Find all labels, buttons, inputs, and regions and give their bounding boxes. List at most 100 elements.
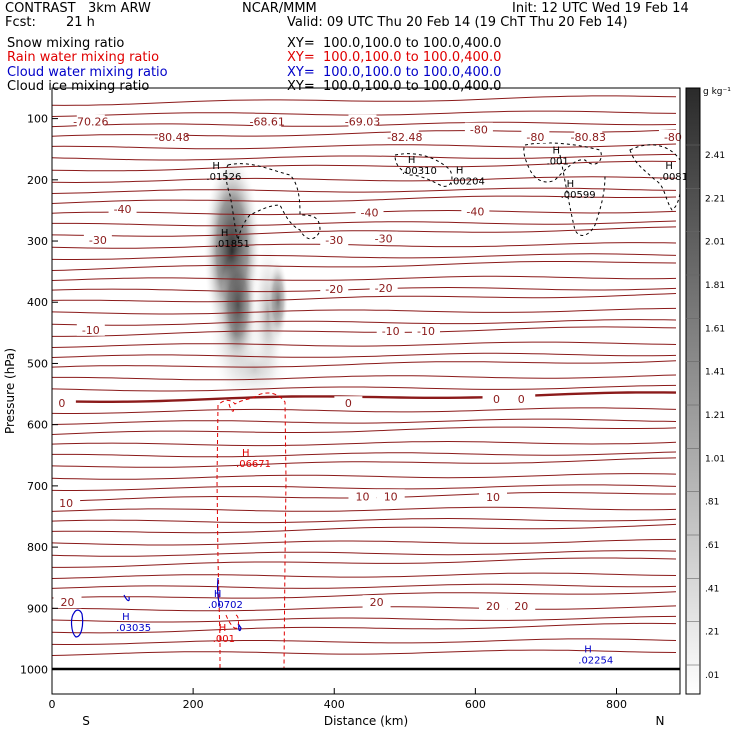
isotherm-line bbox=[52, 622, 677, 634]
contour-label-bg bbox=[76, 114, 105, 128]
field-cloudwater-xy: XY= 100.0,100.0 to 100.0,400.0 bbox=[287, 65, 502, 80]
cloud-ice-contours bbox=[225, 142, 680, 241]
contour-label-bg bbox=[574, 129, 603, 143]
field-cloudice-xy: XY= 100.0,100.0 to 100.0,400.0 bbox=[287, 79, 502, 94]
isotherm-line bbox=[52, 523, 677, 534]
temperature-contour-label: 0 bbox=[345, 397, 352, 410]
temperature-contour-label: 20 bbox=[61, 596, 75, 609]
field-cloudwater-name: Cloud water mixing ratio bbox=[7, 65, 168, 80]
y-tick-label: 600 bbox=[27, 419, 48, 432]
isotherm-line bbox=[52, 615, 677, 623]
isotherm-line bbox=[52, 176, 677, 184]
isotherm-line bbox=[52, 451, 677, 458]
high-value-label: .001 bbox=[213, 634, 235, 645]
contour-label-bg bbox=[376, 489, 405, 503]
temperature-contour-label: -80.48 bbox=[154, 131, 189, 144]
high-value-label: .02254 bbox=[578, 655, 613, 666]
chart-title: CONTRAST 3km ARW bbox=[5, 1, 151, 16]
high-value-label: .00702 bbox=[208, 600, 243, 611]
high-value-label: .03035 bbox=[116, 623, 151, 634]
contour-label-bg bbox=[157, 129, 186, 143]
temperature-contour-label: 20 bbox=[486, 600, 500, 613]
contour-label-bg bbox=[461, 204, 490, 218]
isotherm-line bbox=[52, 195, 677, 204]
colorbar: 2.41 2.21 2.01 1.81 1.61 1.41 1.21 1.01 .81 .61 .4… bbox=[685, 87, 725, 695]
isotherm-line bbox=[52, 275, 677, 281]
contour-label-bg bbox=[320, 232, 349, 246]
isotherm-line bbox=[52, 391, 677, 403]
colorbar-label: 1.01 bbox=[705, 454, 725, 464]
high-marker: H bbox=[567, 179, 575, 190]
contour-label-bg bbox=[320, 281, 349, 295]
temperature-contour-label: 10 bbox=[355, 490, 369, 503]
isotherm-line bbox=[52, 220, 677, 227]
contour-label-bg bbox=[369, 281, 398, 295]
high-marker: H bbox=[212, 161, 220, 172]
contour-label-bg bbox=[83, 232, 112, 246]
isotherm-line bbox=[52, 160, 677, 172]
temperature-contour-label: 20 bbox=[370, 596, 384, 609]
isotherm-line bbox=[52, 326, 677, 337]
isotherm-line bbox=[52, 341, 677, 348]
colorbar-label: 2.21 bbox=[705, 194, 725, 204]
isotherm-line bbox=[52, 583, 677, 589]
temperature-contour-label: -70.26 bbox=[73, 116, 108, 129]
valid-time: Valid: 09 UTC Thu 20 Feb 14 (19 ChT Thu … bbox=[287, 15, 628, 30]
isotherm-line bbox=[52, 374, 677, 381]
colorbar-label: 1.21 bbox=[705, 411, 725, 421]
isotherm-line bbox=[52, 253, 677, 260]
x-tick-label: 0 bbox=[49, 698, 56, 711]
contour-label-bg bbox=[355, 205, 384, 219]
isotherm-line bbox=[52, 418, 677, 425]
temperature-contour-label: 10 bbox=[486, 491, 500, 504]
contour-label-bg bbox=[348, 489, 377, 503]
isotherm-line bbox=[52, 649, 677, 656]
colorbar-label: .21 bbox=[705, 628, 719, 638]
isotherm-line bbox=[52, 242, 677, 249]
isotherm-line bbox=[52, 319, 677, 326]
isotherm-line bbox=[52, 484, 677, 491]
high-marker: H bbox=[584, 644, 592, 655]
colorbar-unit: g kg⁻¹ bbox=[703, 87, 731, 97]
contour-label-bg bbox=[362, 595, 391, 609]
isotherm-line bbox=[52, 506, 677, 512]
isotherm-line bbox=[52, 129, 677, 137]
contour-label-bg bbox=[53, 595, 82, 609]
temperature-contour-label: -10 bbox=[82, 324, 100, 337]
contour-label-bg bbox=[253, 114, 282, 128]
isotherm-line bbox=[52, 550, 677, 557]
contour-labels: -70.26 -68.61 -69.03 -80.48 -82.48 -80 -80 -80.… bbox=[47, 114, 688, 666]
isotherm-line bbox=[52, 407, 677, 414]
high-marker: H bbox=[214, 589, 222, 600]
temperature-contour-label: 10 bbox=[384, 490, 398, 503]
temperature-contour-label: -20 bbox=[325, 283, 343, 296]
isotherm-line bbox=[52, 261, 677, 271]
colorbar-label: .41 bbox=[705, 584, 719, 594]
x-tick-label: 200 bbox=[183, 698, 204, 711]
high-marker: H bbox=[221, 228, 229, 239]
isotherm-line bbox=[52, 517, 677, 524]
y-tick-label: 200 bbox=[27, 174, 48, 187]
temperature-contour-label: 0 bbox=[58, 397, 65, 410]
isotherm-line bbox=[52, 293, 677, 303]
model-center: NCAR/MMM bbox=[242, 1, 317, 16]
isotherm-line bbox=[52, 384, 677, 392]
y-tick-label: 900 bbox=[27, 602, 48, 615]
x-tick-label: 800 bbox=[606, 698, 627, 711]
high-marker: H bbox=[553, 145, 561, 156]
rain-contours bbox=[216, 392, 287, 669]
colorbar-label: 1.41 bbox=[705, 368, 725, 378]
isotherm-line bbox=[52, 426, 677, 435]
x-tick-label: 400 bbox=[324, 698, 345, 711]
field-cloudice-name: Cloud ice mixing ratio bbox=[7, 79, 150, 94]
contour-label-bg bbox=[348, 114, 377, 128]
high-value-label: .0081 bbox=[659, 172, 688, 183]
isotherm-line bbox=[52, 153, 677, 161]
y-tick-label: 400 bbox=[27, 296, 48, 309]
temperature-contour-label: -20 bbox=[375, 282, 393, 295]
temperature-contour-label: -69.03 bbox=[345, 116, 380, 129]
colorbar-label: .81 bbox=[705, 498, 719, 508]
temperature-contour-label: -80 bbox=[470, 124, 488, 137]
temperature-contour-label: 0 bbox=[518, 393, 525, 406]
high-value-label: .01526 bbox=[206, 172, 241, 183]
